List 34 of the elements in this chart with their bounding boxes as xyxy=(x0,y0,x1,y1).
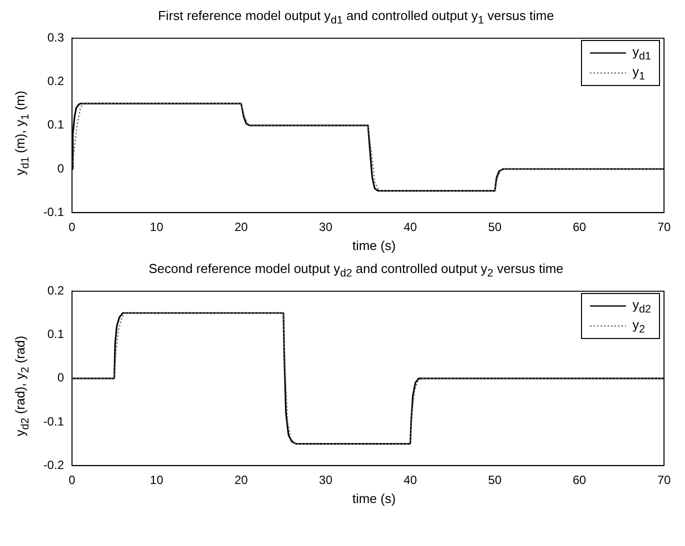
x-tick-label: 60 xyxy=(572,220,586,234)
legend-label: y$_{1}$ xyxy=(632,64,645,82)
y-tick-label: -0.2 xyxy=(43,458,64,472)
y-tick-label: 0.1 xyxy=(47,118,64,132)
x-tick-label: 60 xyxy=(572,473,586,488)
x-tick-label: 40 xyxy=(404,220,418,234)
y-tick-label: 0 xyxy=(57,370,64,385)
legend-label: y$_{d2}$ xyxy=(632,296,651,316)
x-axis-title: time (s) xyxy=(351,238,397,253)
legend-label: y$_{d1}$ xyxy=(632,44,651,62)
y-tick-label: 0.2 xyxy=(47,74,64,88)
x-tick-label: 10 xyxy=(150,473,164,488)
x-tick-label: 10 xyxy=(150,220,164,234)
y-tick-label: 0 xyxy=(57,161,64,176)
x-tick-label: 30 xyxy=(319,473,333,488)
x-tick-label: 0 xyxy=(68,220,76,234)
x-tick-label: 70 xyxy=(657,473,671,488)
x-tick-label: 70 xyxy=(657,220,671,234)
x-tick-label: 20 xyxy=(234,220,248,234)
x-tick-label: 40 xyxy=(404,473,418,488)
chart-title: First reference model output y$_{d1}$ and controlled output y$_{1}$ versus time xyxy=(156,8,555,28)
x-tick-label: 30 xyxy=(319,220,333,234)
x-axis-title: time (s) xyxy=(351,491,397,506)
x-tick-label: 50 xyxy=(488,220,502,234)
x-tick-label: 50 xyxy=(488,473,502,488)
x-tick-label: 20 xyxy=(234,473,248,488)
y-tick-label: 0.2 xyxy=(47,284,64,298)
y-tick-label: 0.1 xyxy=(47,327,64,342)
x-tick-label: 0 xyxy=(68,473,76,488)
y-tick-label: 0.3 xyxy=(47,30,64,45)
y-tick-label: -0.1 xyxy=(43,414,64,428)
y-tick-label: -0.1 xyxy=(43,204,64,219)
legend-label: y$_{2}$ xyxy=(632,316,645,336)
chart-title: Second reference model output y$_{d2}$ and controlled output y$_{2}$ versus time xyxy=(148,261,564,281)
